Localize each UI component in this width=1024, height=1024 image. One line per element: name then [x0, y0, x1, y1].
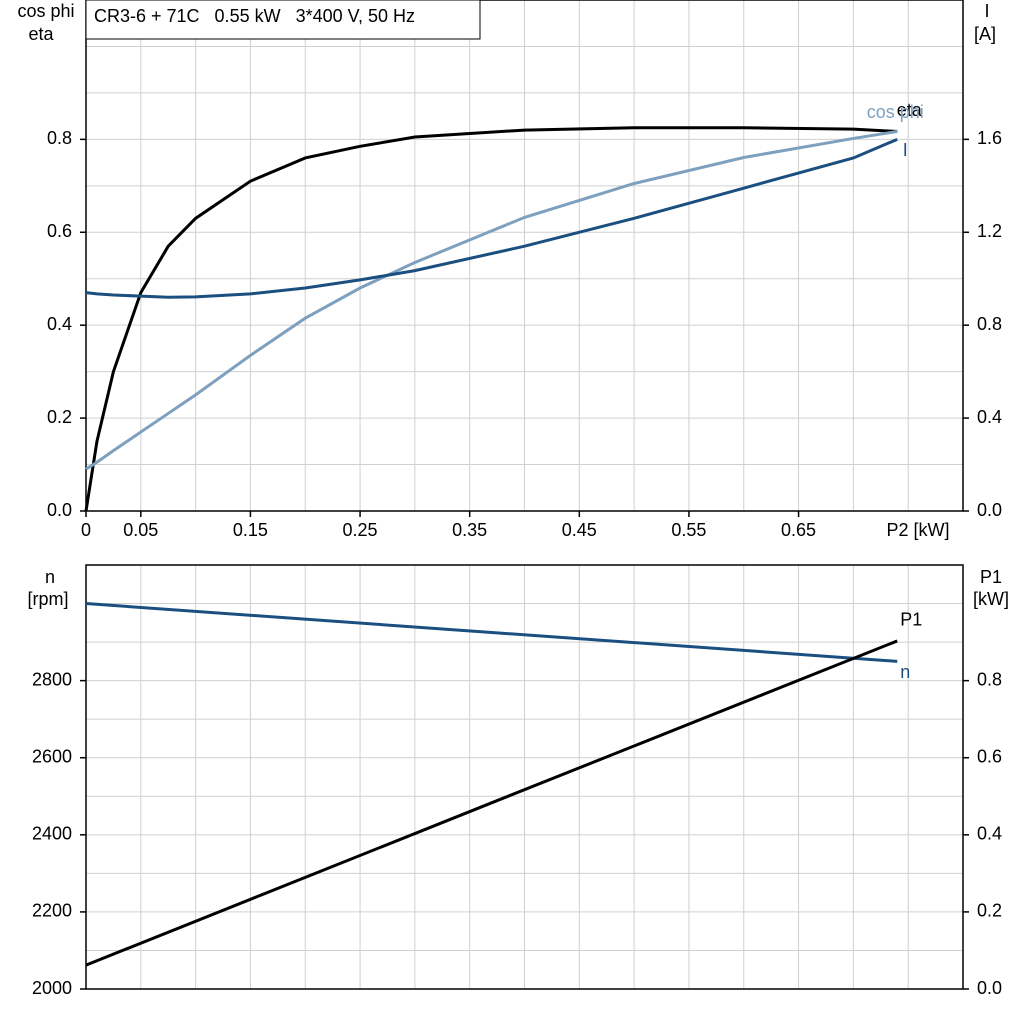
series-line	[85, 602, 898, 663]
y2-tick-label: 1.6	[977, 128, 1002, 148]
x-tick-label: 0.05	[123, 520, 158, 540]
plot-frame	[85, 564, 964, 990]
series-label: n	[900, 662, 910, 682]
y-axis-label: [rpm]	[27, 589, 68, 609]
y-axis-label: cos phi	[17, 1, 74, 21]
x-tick-label: 0.55	[671, 520, 706, 540]
y-tick-label: 2600	[32, 746, 72, 766]
x-tick-label: 0.45	[562, 520, 597, 540]
y2-axis-label: [kW]	[973, 589, 1009, 609]
chart-title: CR3-6 + 71C 0.55 kW 3*400 V, 50 Hz	[94, 6, 415, 26]
y2-tick-label: 0.6	[977, 746, 1002, 766]
series-label: cos phi	[867, 102, 924, 122]
x-tick-label: 0.65	[781, 520, 816, 540]
y-tick-label: 2200	[32, 901, 72, 921]
y-tick-label: 0.0	[47, 500, 72, 520]
y2-tick-label: 0.2	[977, 901, 1002, 921]
y2-axis-label: P1	[980, 567, 1002, 587]
y2-tick-label: 0.8	[977, 669, 1002, 689]
y-axis-label: eta	[28, 24, 54, 44]
series-line	[84, 126, 898, 512]
title-box	[85, 0, 481, 40]
series-line	[85, 129, 898, 471]
y2-tick-label: 0.4	[977, 407, 1002, 427]
y-tick-label: 2000	[32, 978, 72, 998]
y2-axis-label: I	[984, 1, 989, 21]
y-tick-label: 0.8	[47, 128, 72, 148]
y-tick-label: 0.2	[47, 407, 72, 427]
series-label: eta	[897, 100, 923, 120]
series-line	[85, 137, 898, 299]
series-label: P1	[900, 610, 922, 630]
x-tick-label: 0	[81, 520, 91, 540]
plot-frame	[85, 0, 964, 512]
y2-tick-label: 0.4	[977, 824, 1002, 844]
y2-tick-label: 0.8	[977, 314, 1002, 334]
x-axis-label: P2 [kW]	[886, 520, 949, 540]
y-tick-label: 2800	[32, 669, 72, 689]
y-tick-label: 0.6	[47, 221, 72, 241]
y-axis-label: n	[45, 567, 55, 587]
y2-axis-label: [A]	[974, 24, 996, 44]
y2-tick-label: 1.2	[977, 221, 1002, 241]
series-line	[85, 639, 898, 967]
x-tick-label: 0.15	[233, 520, 268, 540]
y-tick-label: 0.4	[47, 314, 72, 334]
y2-tick-label: 0.0	[977, 978, 1002, 998]
y-tick-label: 2400	[32, 824, 72, 844]
y2-tick-label: 0.0	[977, 500, 1002, 520]
x-tick-label: 0.25	[343, 520, 378, 540]
x-tick-label: 0.35	[452, 520, 487, 540]
series-label: I	[903, 140, 908, 160]
